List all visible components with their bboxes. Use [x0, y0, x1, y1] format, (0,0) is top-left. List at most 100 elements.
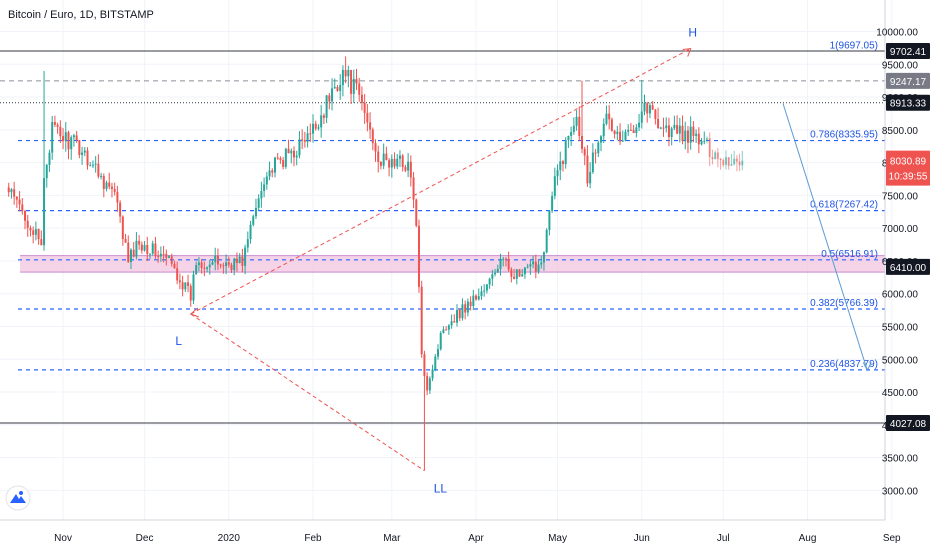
candle-body	[121, 216, 124, 239]
time-axis-tick-label: Mar	[383, 533, 401, 544]
time-axis-tick-label: Feb	[304, 533, 322, 544]
price-axis-tick-label: 4500.00	[882, 388, 919, 399]
tradingview-logo-icon[interactable]	[5, 485, 31, 511]
candle-body	[254, 207, 257, 217]
time-axis-tick-label: Sep	[883, 533, 901, 544]
level-price-tag: 8913.33	[890, 99, 927, 110]
candle-body	[605, 113, 608, 124]
candle-body	[184, 282, 187, 290]
trend-line-L-to-LL[interactable]	[190, 313, 425, 472]
candle-body	[200, 262, 203, 268]
candle-body	[716, 152, 719, 159]
time-axis-tick-label: May	[548, 533, 567, 544]
candle-body	[469, 301, 472, 307]
candle-body	[222, 265, 225, 267]
fib-level-label: 0.382(5766.39)	[810, 298, 878, 309]
candle-body	[89, 165, 92, 167]
fibonacci-retracement[interactable]: 1(9697.05) 0.786(8335.95) 0.618(7267.42) 0.…	[18, 40, 885, 371]
candle-body	[624, 131, 627, 141]
candle-body	[265, 176, 268, 185]
candle-body	[293, 150, 296, 158]
candle-body	[385, 153, 388, 161]
candle-body	[526, 266, 529, 268]
level-price-tag: 4027.08	[890, 419, 927, 430]
candle-body	[355, 78, 358, 84]
candle-body	[735, 158, 738, 162]
candle-body	[711, 157, 714, 160]
candle-body	[78, 140, 81, 155]
candle-body	[379, 161, 382, 166]
candle-body	[320, 115, 323, 128]
candle-body	[564, 140, 567, 165]
projection-arrow-head-icon	[862, 362, 872, 372]
candle-body	[238, 256, 241, 264]
price-axis-tick-label: 6000.00	[882, 290, 919, 301]
candle-body	[643, 103, 646, 112]
candle-body	[314, 123, 317, 129]
candle-body	[284, 148, 287, 167]
candle-body	[110, 186, 113, 189]
candle-body	[26, 220, 29, 228]
candle-body	[494, 272, 497, 275]
candle-body	[708, 138, 711, 158]
fib-level-label: 0.5(6516.91)	[821, 249, 878, 260]
projection-arrow-line[interactable]	[782, 103, 868, 371]
candle-body	[445, 329, 448, 331]
current-price-label: 8030.89	[890, 157, 927, 168]
candle-body	[276, 157, 279, 159]
candle-body	[105, 182, 108, 189]
candle-body	[382, 153, 385, 166]
candle-body	[561, 161, 564, 165]
candle-body	[352, 78, 355, 94]
candle-body	[627, 129, 630, 132]
candle-body	[13, 189, 16, 197]
level-price-tag-bg	[886, 72, 930, 89]
candle-body	[638, 122, 641, 128]
candle-body	[331, 88, 334, 102]
candle-body	[282, 160, 285, 167]
candle-body	[485, 284, 488, 291]
candle-body	[545, 229, 548, 253]
trend-line-L-to-H[interactable]	[190, 48, 691, 315]
candle-body	[456, 310, 459, 323]
candle-body	[670, 128, 673, 138]
candle-body	[132, 249, 135, 257]
candle-body	[45, 164, 48, 179]
candle-body	[116, 191, 119, 203]
candle-body	[676, 124, 679, 134]
candle-body	[241, 256, 244, 266]
fib-level-label: 0.236(4837.79)	[810, 359, 878, 370]
price-axis-tick-label: 5000.00	[882, 355, 919, 366]
candle-body	[540, 262, 543, 265]
candle-body	[67, 132, 70, 150]
candle-body	[108, 182, 111, 187]
candle-body	[233, 258, 236, 271]
price-axis-tick-label: 10000.00	[876, 28, 918, 39]
candle-body	[197, 262, 200, 266]
candle-body	[119, 202, 122, 217]
candle-body	[442, 329, 445, 333]
candle-body	[640, 111, 643, 123]
candle-body	[542, 252, 545, 263]
candle-body	[83, 150, 86, 153]
candle-body	[64, 132, 67, 142]
candle-body	[439, 332, 442, 350]
candle-body	[10, 189, 13, 193]
candle-body	[135, 240, 138, 257]
candle-body	[225, 262, 228, 267]
candle-body	[59, 126, 62, 137]
candle-body	[113, 188, 116, 192]
candle-body	[697, 133, 700, 145]
candle-body	[488, 278, 491, 285]
candle-body	[475, 295, 478, 300]
candle-body	[129, 249, 132, 262]
candle-body	[290, 150, 293, 154]
candle-body	[178, 280, 181, 283]
candle-body	[151, 243, 154, 254]
candle-body	[360, 94, 363, 103]
candle-body	[206, 267, 209, 269]
candle-body	[56, 124, 59, 127]
